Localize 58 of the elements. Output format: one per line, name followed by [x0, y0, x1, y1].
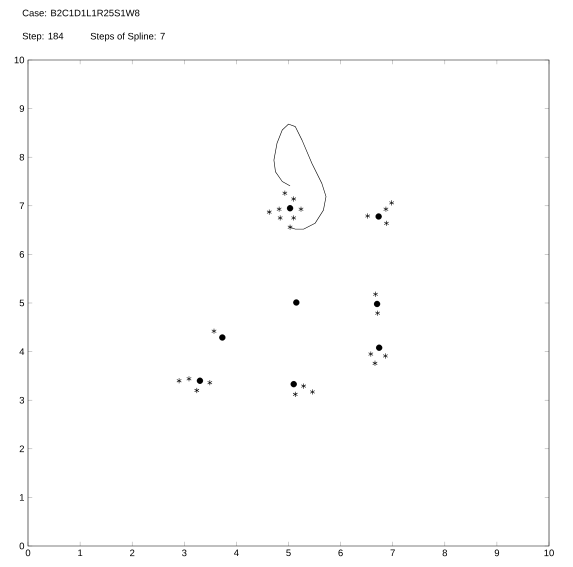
point: [176, 378, 182, 384]
point: [375, 213, 382, 220]
y-tick-label: 8: [20, 154, 24, 161]
text: Steps of Spline: 7: [90, 32, 165, 42]
point: [301, 383, 306, 389]
y-tick-label: 9: [20, 105, 24, 112]
x-tick-label: 1: [78, 550, 82, 556]
point: [374, 300, 380, 308]
x-tick-label: 9: [494, 550, 500, 556]
point: [266, 209, 272, 216]
x-tick-label: 2: [130, 550, 134, 556]
point: [372, 291, 378, 298]
x-tick-label: 7: [390, 550, 395, 556]
point: [292, 391, 298, 398]
chart-title: Case: B2C1D1L1R25S1W8: [22, 10, 140, 16]
point: [384, 220, 389, 226]
chart-subtitle: Step: 184: [22, 32, 64, 42]
y-tick-label: 4: [19, 348, 24, 355]
y-tick-label: 5: [20, 300, 24, 306]
point: [382, 353, 388, 359]
point: [291, 196, 296, 202]
x-tick-label: 3: [182, 550, 187, 556]
y-tick-label: 6: [20, 251, 24, 258]
x-tick-label: 4: [234, 550, 239, 556]
x-tick-label: 8: [442, 550, 448, 556]
point: [293, 299, 300, 306]
point: [219, 334, 226, 341]
point: [375, 310, 380, 316]
y-tick-label: 2: [20, 445, 24, 452]
y-tick-label: 0: [20, 542, 24, 550]
point: [290, 380, 297, 388]
line-series: [274, 124, 326, 230]
point: [207, 380, 212, 386]
point: [365, 213, 370, 219]
y-tick-label: 1: [20, 494, 24, 501]
y-tick-label: 7: [20, 202, 24, 210]
point: [372, 360, 378, 366]
x-tick-label: 0: [26, 550, 30, 556]
point: [368, 351, 374, 357]
y-tick-label: 3: [20, 396, 24, 404]
point: [194, 388, 200, 394]
point: [276, 206, 282, 212]
point: [376, 344, 382, 351]
point: [383, 206, 388, 212]
point: [282, 190, 288, 196]
point: [196, 378, 204, 384]
point: [186, 376, 192, 382]
x-tick-label: 6: [338, 550, 343, 556]
x-tick-label: 10: [544, 550, 554, 556]
point: [298, 206, 304, 212]
point: [211, 328, 217, 334]
point: [278, 215, 283, 221]
y-tick-label: 10: [14, 56, 24, 64]
x-tick-label: 5: [286, 550, 291, 556]
point: [389, 200, 394, 206]
point: [286, 205, 294, 212]
point: [310, 389, 316, 395]
point: [291, 215, 296, 221]
